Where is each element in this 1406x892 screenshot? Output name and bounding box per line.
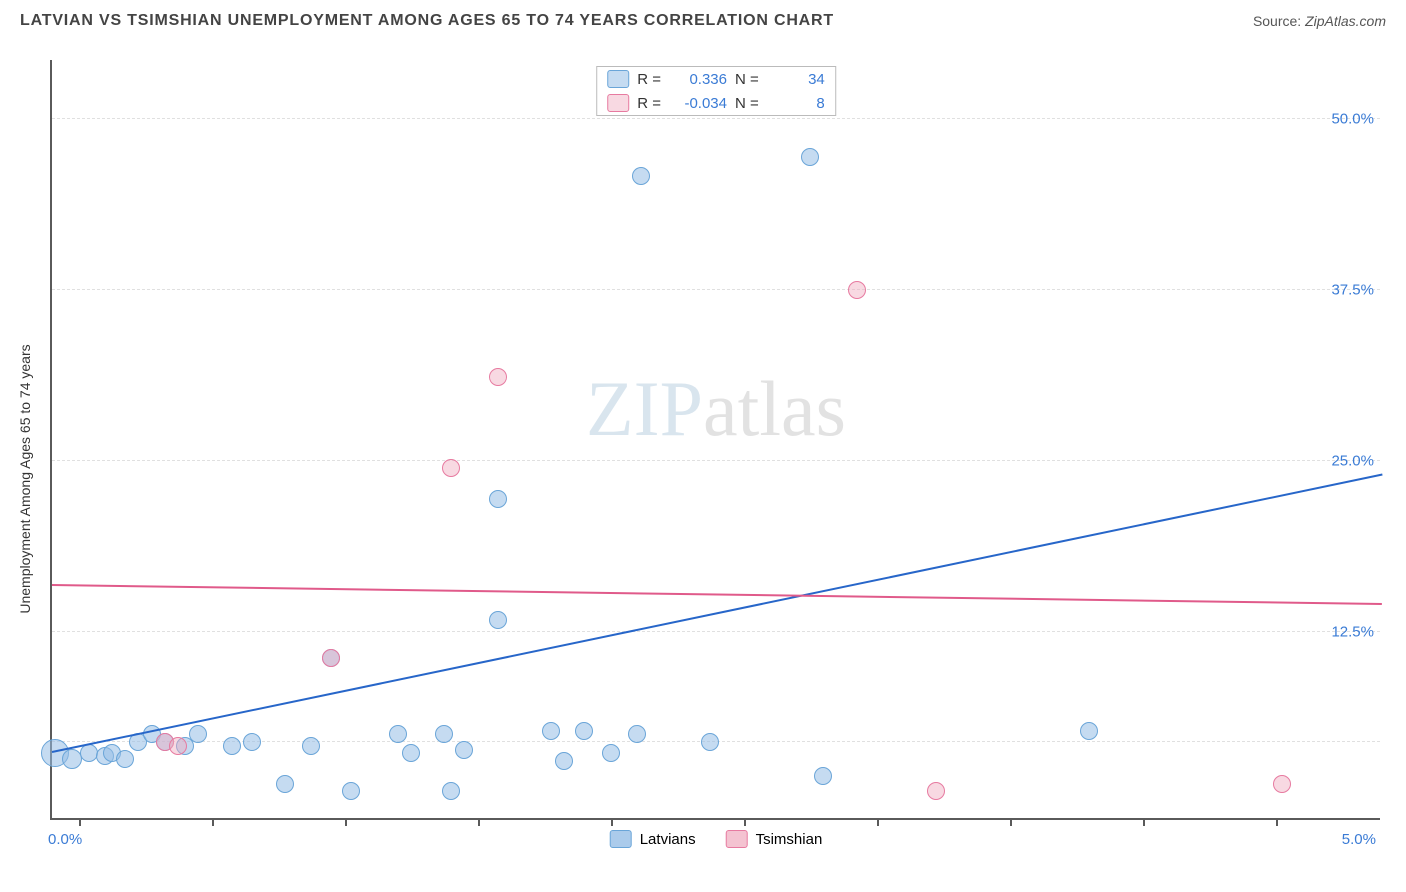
plot-area: ZIPatlas R = 0.336 N = 34 R = -0.034 N =… <box>50 60 1380 820</box>
data-point <box>169 737 187 755</box>
data-point <box>243 733 261 751</box>
data-point <box>302 737 320 755</box>
source-prefix: Source: <box>1253 13 1305 29</box>
data-point <box>276 775 294 793</box>
x-tick <box>1010 818 1012 826</box>
n-value-latvians: 34 <box>767 71 825 88</box>
data-point <box>442 782 460 800</box>
x-tick <box>611 818 613 826</box>
r-label: R = <box>637 71 661 88</box>
x-tick <box>345 818 347 826</box>
gridline <box>52 289 1380 290</box>
x-tick <box>877 818 879 826</box>
data-point <box>1080 722 1098 740</box>
data-point <box>322 649 340 667</box>
chart-header: LATVIAN VS TSIMSHIAN UNEMPLOYMENT AMONG … <box>0 12 1406 30</box>
r-value-tsimshian: -0.034 <box>669 95 727 112</box>
data-point <box>632 167 650 185</box>
x-axis-max-label: 5.0% <box>1342 831 1376 848</box>
x-tick <box>79 818 81 826</box>
gridline <box>52 460 1380 461</box>
chart-source: Source: ZipAtlas.com <box>1253 13 1386 29</box>
data-point <box>489 611 507 629</box>
legend-label-latvians: Latvians <box>640 831 696 848</box>
trend-line <box>52 474 1382 753</box>
source-site: ZipAtlas.com <box>1305 13 1386 29</box>
data-point <box>542 722 560 740</box>
data-point <box>701 733 719 751</box>
gridline <box>52 631 1380 632</box>
r-value-latvians: 0.336 <box>669 71 727 88</box>
r-label: R = <box>637 95 661 112</box>
data-point <box>389 725 407 743</box>
chart-title: LATVIAN VS TSIMSHIAN UNEMPLOYMENT AMONG … <box>20 12 834 30</box>
data-point <box>848 281 866 299</box>
gridline <box>52 118 1380 119</box>
y-tick-label: 50.0% <box>1331 110 1374 127</box>
data-point <box>189 725 207 743</box>
swatch-tsimshian-icon <box>726 830 748 848</box>
watermark-atlas: atlas <box>703 365 846 452</box>
data-point <box>223 737 241 755</box>
swatch-latvians-icon <box>610 830 632 848</box>
data-point <box>801 148 819 166</box>
y-tick-label: 25.0% <box>1331 452 1374 469</box>
x-tick <box>1143 818 1145 826</box>
y-tick-label: 12.5% <box>1331 623 1374 640</box>
data-point <box>489 368 507 386</box>
trend-line <box>52 584 1382 605</box>
swatch-latvians <box>607 70 629 88</box>
legend-row-tsimshian: R = -0.034 N = 8 <box>597 91 835 115</box>
watermark: ZIPatlas <box>586 364 846 454</box>
data-point <box>814 767 832 785</box>
data-point <box>628 725 646 743</box>
legend-label-tsimshian: Tsimshian <box>756 831 823 848</box>
data-point <box>555 752 573 770</box>
swatch-tsimshian <box>607 94 629 112</box>
data-point <box>602 744 620 762</box>
x-axis-min-label: 0.0% <box>48 831 82 848</box>
data-point <box>489 490 507 508</box>
n-label: N = <box>735 95 759 112</box>
data-point <box>927 782 945 800</box>
x-tick <box>1276 818 1278 826</box>
x-tick <box>478 818 480 826</box>
x-tick <box>212 818 214 826</box>
data-point <box>116 750 134 768</box>
y-axis-label: Unemployment Among Ages 65 to 74 years <box>17 319 33 639</box>
data-point <box>575 722 593 740</box>
data-point <box>62 749 82 769</box>
correlation-legend: R = 0.336 N = 34 R = -0.034 N = 8 <box>596 66 836 116</box>
data-point <box>442 459 460 477</box>
y-tick-label: 37.5% <box>1331 281 1374 298</box>
chart-area: Unemployment Among Ages 65 to 74 years Z… <box>0 50 1406 892</box>
data-point <box>402 744 420 762</box>
legend-item-tsimshian: Tsimshian <box>726 830 823 848</box>
n-value-tsimshian: 8 <box>767 95 825 112</box>
data-point <box>342 782 360 800</box>
data-point <box>1273 775 1291 793</box>
series-legend: Latvians Tsimshian <box>610 830 823 848</box>
data-point <box>455 741 473 759</box>
n-label: N = <box>735 71 759 88</box>
data-point <box>435 725 453 743</box>
legend-item-latvians: Latvians <box>610 830 696 848</box>
x-tick <box>744 818 746 826</box>
legend-row-latvians: R = 0.336 N = 34 <box>597 67 835 91</box>
watermark-zip: ZIP <box>586 365 703 452</box>
